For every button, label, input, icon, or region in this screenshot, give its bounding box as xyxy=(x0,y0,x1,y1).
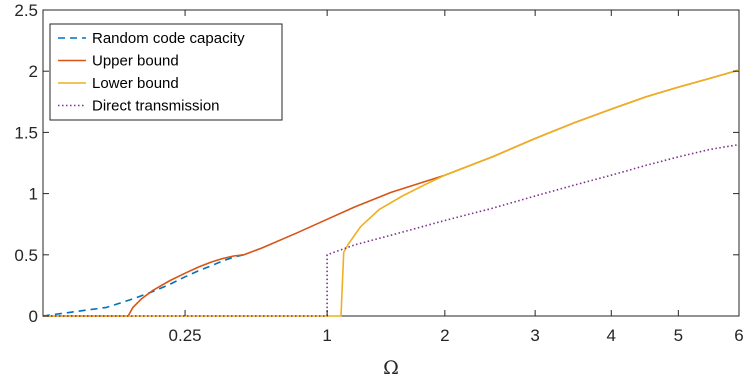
legend-box xyxy=(49,23,283,121)
x-tick-label: 1 xyxy=(322,326,331,345)
legend-label-3: Direct transmission xyxy=(92,98,220,115)
y-tick-label: 2.5 xyxy=(14,1,38,20)
x-tick-label: 2 xyxy=(440,326,449,345)
legend-label-1: Upper bound xyxy=(92,53,179,70)
legend-label-2: Lower bound xyxy=(92,75,179,92)
x-tick-label: 0.25 xyxy=(169,326,202,345)
y-tick-label: 0.5 xyxy=(14,246,38,265)
series-line-2 xyxy=(43,69,740,317)
x-axis-title: Ω xyxy=(383,357,399,379)
y-tick-label: 1.5 xyxy=(14,123,38,142)
y-tick-label: 0 xyxy=(29,307,38,326)
x-tick-label: 4 xyxy=(607,326,616,345)
ticks-layer: 0.25 1 2 3 4 5 6 0 0.5 1 1.5 2 2.5 xyxy=(14,1,743,345)
legend-label-0: Random code capacity xyxy=(92,30,245,47)
series-layer xyxy=(42,69,740,317)
legend: Random code capacity Upper bound Lower bou… xyxy=(49,23,283,121)
series-line-3 xyxy=(43,143,740,317)
x-tick-label: 6 xyxy=(734,326,743,345)
x-tick-label: 3 xyxy=(530,326,539,345)
series-line-0 xyxy=(42,254,245,317)
y-tick-label: 2 xyxy=(29,62,38,81)
y-tick-label: 1 xyxy=(29,185,38,204)
x-tick-label: 5 xyxy=(674,326,683,345)
